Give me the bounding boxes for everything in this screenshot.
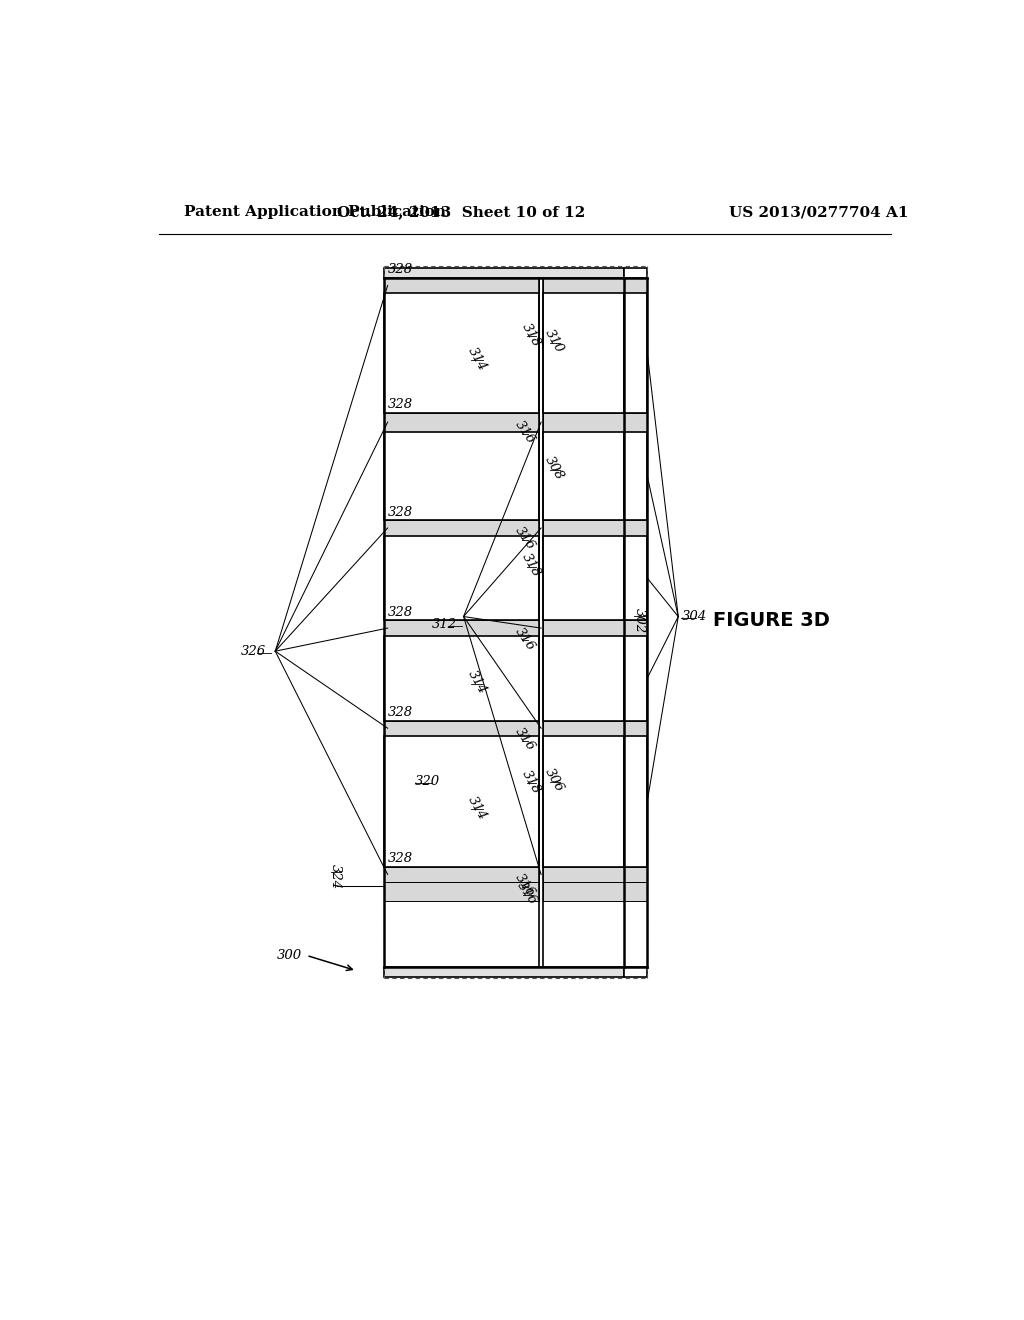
Text: US 2013/0277704 A1: US 2013/0277704 A1 [729,206,908,219]
Bar [624,268,647,277]
Text: 316: 316 [512,418,538,446]
Text: 310: 310 [543,327,566,355]
Text: 314: 314 [465,345,488,374]
Bar [384,293,539,412]
Bar [624,293,647,412]
Bar [384,412,539,432]
Text: Oct. 24, 2013  Sheet 10 of 12: Oct. 24, 2013 Sheet 10 of 12 [337,206,586,219]
Bar [384,432,539,520]
Bar [624,432,647,520]
Text: 304: 304 [682,610,708,623]
Text: 316: 316 [512,725,538,752]
Text: 308: 308 [543,454,566,482]
Text: 316: 316 [512,871,538,899]
Bar [544,277,624,293]
Text: 314: 314 [465,793,488,822]
Bar [544,293,624,412]
Bar [384,636,539,721]
Bar [624,520,647,536]
Bar [624,620,647,636]
Bar [544,882,624,902]
Bar [544,432,624,520]
Text: FIGURE 3D: FIGURE 3D [713,611,830,630]
Text: Patent Application Publication: Patent Application Publication [183,206,445,219]
Bar [384,620,539,636]
Text: 328: 328 [388,397,413,411]
Text: 316: 316 [512,525,538,553]
Text: 324: 324 [329,865,341,890]
Bar [624,277,647,293]
Bar [384,268,624,277]
Bar [384,966,624,977]
Bar [384,520,539,536]
Bar [544,867,624,882]
Text: 312: 312 [432,618,458,631]
Bar [624,636,647,721]
Bar [384,536,539,620]
Bar [624,966,647,977]
Text: 320: 320 [415,775,440,788]
Bar [384,737,539,867]
Bar [544,412,624,432]
Text: 328: 328 [388,263,413,276]
Bar [624,721,647,737]
Text: 302: 302 [633,607,646,634]
Text: 328: 328 [388,506,413,519]
Text: 328: 328 [388,606,413,619]
Bar [384,721,539,737]
Bar [624,536,647,620]
Bar [544,737,624,867]
Bar [544,536,624,620]
Bar [384,867,539,882]
Bar [384,882,539,902]
Text: 326: 326 [241,644,266,657]
Text: 318: 318 [519,321,543,348]
Text: 306: 306 [543,767,566,795]
Bar [624,737,647,867]
Bar [384,277,539,293]
Text: 318: 318 [519,768,543,796]
Bar [624,882,647,902]
Bar [544,620,624,636]
Text: 328: 328 [388,853,413,866]
Bar [624,412,647,432]
Text: 314: 314 [465,668,488,697]
Bar [544,721,624,737]
Bar [624,867,647,882]
Text: 316: 316 [512,624,538,653]
Text: 318: 318 [519,552,543,579]
Bar [544,636,624,721]
Text: 300: 300 [278,949,302,962]
Bar [544,520,624,536]
Text: 316: 316 [515,879,540,908]
Text: 328: 328 [388,706,413,719]
